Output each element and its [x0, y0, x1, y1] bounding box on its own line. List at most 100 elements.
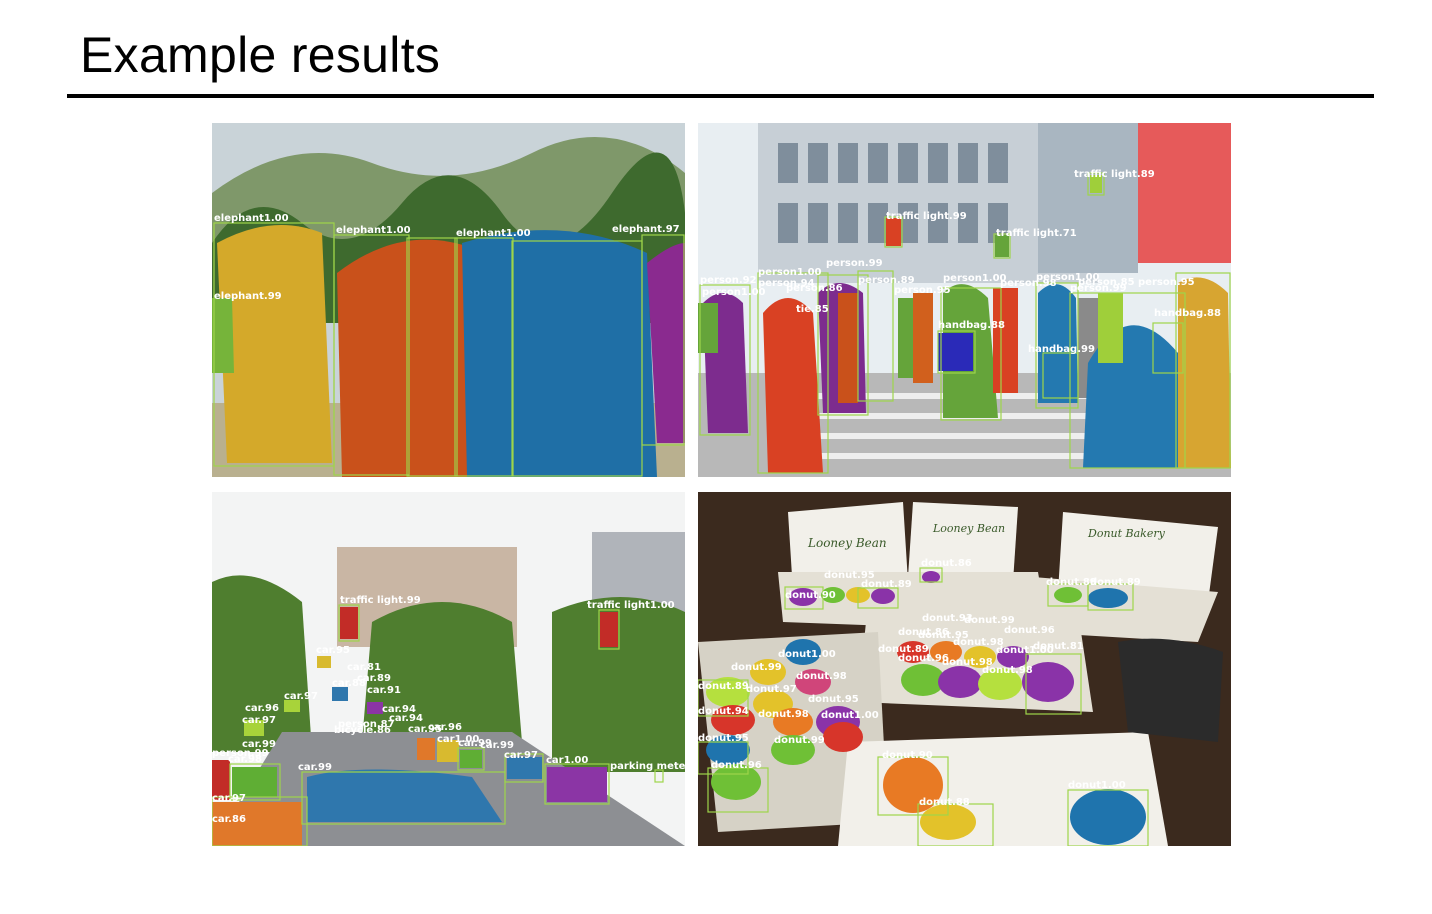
crowd-panel: traffic light.89 traffic light.99 traffi…	[698, 123, 1231, 477]
crowd-label: person1.00	[943, 273, 1007, 284]
donut-label: donut.95	[698, 733, 749, 744]
donut-label: donut.98	[796, 671, 847, 682]
donut-label: donut1.00	[821, 710, 879, 721]
street-label: car1.00	[437, 734, 479, 745]
street-label: car.96	[428, 722, 462, 733]
street-label: car1.00	[546, 755, 588, 766]
street-label: car.95	[316, 645, 350, 656]
crowd-label: person.89	[858, 275, 915, 286]
elephant-label: elephant.99	[214, 291, 282, 302]
crowd-label: person1.00	[1036, 272, 1100, 283]
street-label: car.99	[480, 740, 514, 751]
crowd-image: traffic light.89 traffic light.99 traffi…	[698, 123, 1231, 477]
street-label: traffic light.99	[340, 595, 421, 606]
crowd-label: handbag.88	[1154, 308, 1221, 319]
donut-label: donut.95	[824, 570, 875, 581]
donut-label: donut.98	[953, 637, 1004, 648]
donut-label: donut.96	[898, 653, 949, 664]
street-label: car.86	[212, 814, 246, 825]
street-label: bicycle.86	[334, 725, 391, 736]
donut-label: donut.95	[808, 694, 859, 705]
donut-label: donut.93	[922, 613, 973, 624]
street-label: car.91	[367, 685, 401, 696]
crowd-label: person.95	[894, 285, 951, 296]
crowd-label: person.99	[826, 258, 883, 269]
crowd-label: traffic light.89	[1074, 169, 1155, 180]
title-rule	[67, 94, 1374, 98]
donut-label: donut1.00	[778, 649, 836, 660]
crowd-label: handbag.99	[1028, 344, 1095, 355]
street-label: car.81	[347, 662, 381, 673]
street-image: traffic light.99 traffic light1.00 car.9…	[212, 492, 685, 846]
donut-label: donut.89	[861, 579, 912, 590]
box-text: Looney Bean	[932, 522, 1005, 535]
street-label: parking meter	[610, 761, 685, 772]
elephant-label: elephant1.00	[336, 225, 411, 236]
street-label: car.96	[245, 703, 279, 714]
donut-label: donut.81	[1033, 641, 1084, 652]
elephant-label: elephant1.00	[456, 228, 531, 239]
crowd-label: traffic light.71	[996, 228, 1077, 239]
crowd-label: traffic light.99	[886, 211, 967, 222]
donut-label: donut.89	[878, 644, 929, 655]
crowd-label: person.86	[786, 283, 843, 294]
street-label: car.99	[298, 762, 332, 773]
crowd-label: person.94	[758, 278, 815, 289]
crowd-label: person1.00	[702, 287, 766, 298]
donut-label: donut.96	[711, 760, 762, 771]
donut-label: donut.99	[731, 662, 782, 673]
street-label: car.97	[504, 750, 538, 761]
box-text: Looney Bean	[807, 536, 887, 550]
street-label: car.97	[212, 793, 246, 804]
donut-label: donut.95	[918, 630, 969, 641]
street-label: car.97	[242, 715, 276, 726]
street-label: traffic light1.00	[587, 600, 675, 611]
crowd-label: person.99	[1070, 283, 1127, 294]
street-label: car.97	[284, 691, 318, 702]
elephant-label: elephant.97	[612, 224, 680, 235]
street-label: car.88	[332, 678, 366, 689]
donut-label: donut.86	[898, 627, 949, 638]
street-label: car.99	[242, 739, 276, 750]
street-label: car.89	[357, 673, 391, 684]
crowd-label: handbag.88	[938, 320, 1005, 331]
donut-label: donut.96	[1004, 625, 1055, 636]
donut-label: donut.99	[964, 615, 1015, 626]
crowd-label: tie.85	[796, 304, 829, 315]
donut-label: donut.86	[921, 558, 972, 569]
street-label: person.87	[338, 719, 395, 730]
donut-label: donut.94	[698, 706, 749, 717]
street-label: car.94	[382, 704, 416, 715]
slide-title: Example results	[80, 27, 441, 83]
donut-label: donut.89	[1046, 577, 1097, 588]
donuts-panel: Looney Bean Looney Bean Donut Bakery	[698, 492, 1231, 846]
street-label: car.98	[228, 754, 262, 765]
donut-label: donut.89	[1090, 577, 1141, 588]
crowd-label: person.92	[700, 275, 757, 286]
street-label: car.95	[408, 724, 442, 735]
box-text: Donut Bakery	[1087, 527, 1166, 540]
elephants-panel: elephant1.00 elephant1.00 elephant1.00 e…	[212, 123, 685, 477]
donut-label: donut.90	[882, 750, 933, 761]
donut-label: donut.98	[758, 709, 809, 720]
donut-label: donut.97	[746, 684, 797, 695]
donut-label: donut1.00	[996, 645, 1054, 656]
crowd-label: person.85	[1078, 277, 1135, 288]
elephant-label: elephant1.00	[214, 213, 289, 224]
street-panel: traffic light.99 traffic light1.00 car.9…	[212, 492, 685, 846]
donut-label: donut1.00	[1068, 780, 1126, 791]
donut-label: donut.99	[774, 735, 825, 746]
street-label: car.94	[389, 713, 423, 724]
elephants-image: elephant1.00 elephant1.00 elephant1.00 e…	[212, 123, 685, 477]
donuts-image: Looney Bean Looney Bean Donut Bakery	[698, 492, 1231, 846]
crowd-label: person.95	[1138, 277, 1195, 288]
donut-label: donut.90	[785, 590, 836, 601]
street-label: car.99	[458, 738, 492, 749]
crowd-label: person1.00	[758, 267, 822, 278]
donut-label: donut.98	[942, 657, 993, 668]
donut-label: donut.98	[982, 665, 1033, 676]
donut-label: donut.88	[919, 797, 970, 808]
street-label: person.99	[212, 748, 269, 759]
donut-label: donut.89	[698, 681, 749, 692]
crowd-label: person.98	[1000, 278, 1057, 289]
